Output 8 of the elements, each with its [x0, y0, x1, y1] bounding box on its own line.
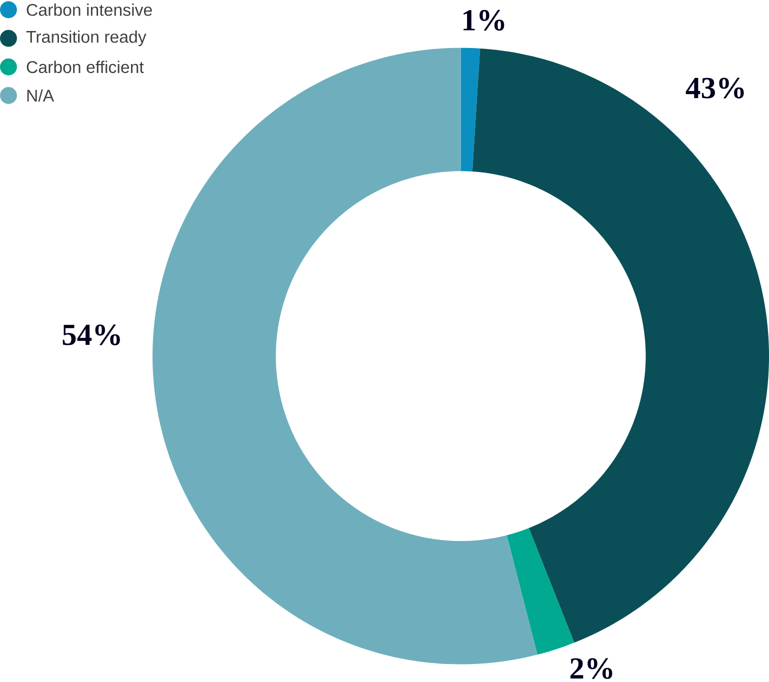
data-label: 54%	[62, 324, 120, 346]
legend-label: Carbon efficient	[26, 60, 144, 73]
data-label: 2%	[570, 658, 612, 679]
legend-label: Carbon intensive	[26, 3, 152, 16]
data-label: 43%	[686, 77, 744, 98]
data-label: 1%	[464, 10, 504, 30]
legend-label: N/A	[27, 89, 54, 102]
legend-label: Transition ready	[26, 30, 146, 46]
